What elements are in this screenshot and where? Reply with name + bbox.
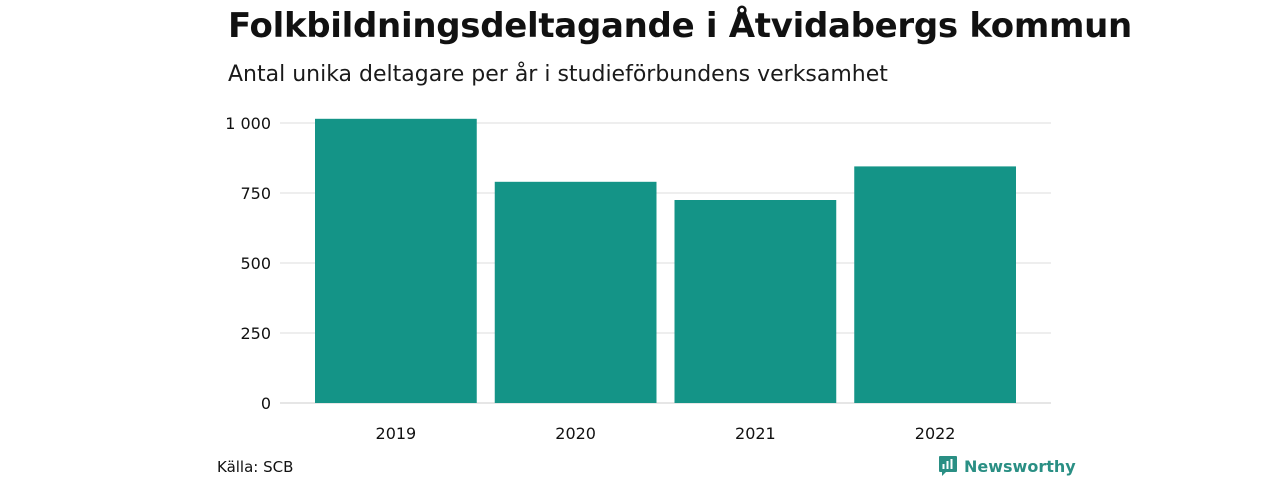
x-tick-label: 2019 — [376, 424, 417, 443]
y-tick-label: 250 — [240, 324, 271, 343]
brand-name: Newsworthy — [964, 456, 1076, 476]
y-tick-label: 750 — [240, 184, 271, 203]
bar-2021 — [674, 200, 837, 403]
x-tick-label: 2022 — [915, 424, 956, 443]
x-axis-ticks: 2019 2020 2021 2022 — [376, 424, 956, 443]
bar-2019 — [315, 118, 477, 404]
y-tick-label: 0 — [261, 394, 271, 413]
chart-title: Folkbildningsdeltagande i Åtvidabergs ko… — [228, 6, 1132, 46]
newsworthy-logo-icon — [939, 456, 957, 476]
x-tick-label: 2021 — [735, 424, 776, 443]
bars — [315, 118, 1016, 404]
y-tick-label: 1 000 — [225, 114, 271, 133]
y-tick-label: 500 — [240, 254, 271, 273]
bar-2022 — [854, 166, 1016, 403]
x-tick-label: 2020 — [555, 424, 596, 443]
brand-logo[interactable]: Newsworthy — [938, 455, 1076, 477]
bar-2020 — [494, 181, 657, 403]
source-note: Källa: SCB — [217, 458, 294, 476]
y-axis-ticks: 0 250 500 750 1 000 — [225, 114, 271, 413]
chart-subtitle: Antal unika deltagare per år i studieför… — [228, 62, 888, 87]
